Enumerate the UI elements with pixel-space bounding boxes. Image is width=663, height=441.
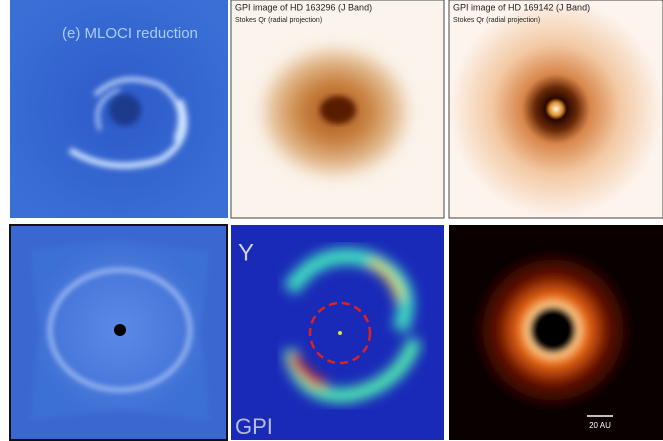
instrument-label: GPI bbox=[235, 414, 273, 439]
frame bbox=[230, 0, 445, 219]
band-label: Y bbox=[238, 239, 254, 266]
panel-background bbox=[449, 0, 663, 218]
scale-label: 20 AU bbox=[589, 421, 611, 430]
panel-hd169142: GPI image of HD 169142 (J Band) Stokes Q… bbox=[448, 0, 663, 219]
panel-label: (e) MLOCI reduction bbox=[62, 25, 198, 42]
panel-square-halo bbox=[9, 224, 228, 441]
star bbox=[338, 331, 342, 335]
panel-subtitle: Stokes Qr (radial projection) bbox=[235, 17, 322, 24]
panel-ring: 20 AU bbox=[449, 225, 663, 440]
frame bbox=[448, 0, 663, 219]
panel-gpi-y: Y GPI bbox=[231, 225, 444, 440]
panel-title: GPI image of HD 169142 (J Band) bbox=[453, 2, 590, 12]
mask-circle bbox=[308, 301, 372, 365]
core bbox=[114, 324, 126, 336]
spiral-arms bbox=[283, 248, 422, 403]
panel-hd163296: GPI image of HD 163296 (J Band) Stokes Q… bbox=[230, 0, 445, 219]
core bbox=[320, 96, 356, 124]
ring bbox=[473, 250, 633, 410]
ring bbox=[48, 268, 192, 392]
panel-subtitle: Stokes Qr (radial projection) bbox=[453, 17, 540, 24]
core bbox=[109, 94, 141, 126]
spiral-arms bbox=[68, 77, 188, 169]
panel-mloci: (e) MLOCI reduction bbox=[10, 0, 228, 218]
panel-title: GPI image of HD 163296 (J Band) bbox=[235, 2, 372, 12]
